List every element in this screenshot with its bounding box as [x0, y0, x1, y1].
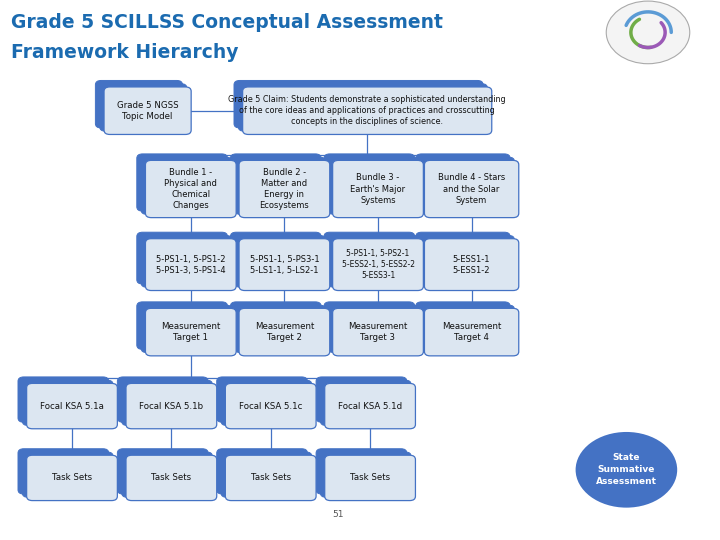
FancyBboxPatch shape: [145, 239, 236, 291]
FancyBboxPatch shape: [333, 239, 423, 291]
FancyBboxPatch shape: [104, 87, 191, 134]
FancyBboxPatch shape: [137, 232, 228, 284]
FancyBboxPatch shape: [141, 157, 232, 214]
FancyBboxPatch shape: [420, 157, 515, 214]
Text: Grade 5 SCILLSS Conceptual Assessment: Grade 5 SCILLSS Conceptual Assessment: [11, 14, 443, 32]
FancyBboxPatch shape: [425, 308, 518, 356]
FancyBboxPatch shape: [217, 449, 307, 494]
FancyBboxPatch shape: [325, 455, 415, 501]
FancyBboxPatch shape: [425, 239, 518, 291]
FancyBboxPatch shape: [126, 455, 217, 501]
FancyBboxPatch shape: [328, 305, 419, 353]
Circle shape: [606, 1, 690, 64]
FancyBboxPatch shape: [235, 305, 325, 353]
FancyBboxPatch shape: [243, 87, 492, 134]
Text: Task Sets: Task Sets: [52, 474, 92, 482]
Text: Bundle 2 -
Matter and
Energy in
Ecosystems: Bundle 2 - Matter and Energy in Ecosyste…: [259, 168, 310, 210]
Text: Focal KSA 5.1c: Focal KSA 5.1c: [239, 402, 302, 410]
FancyBboxPatch shape: [145, 308, 236, 356]
Text: Framework Hierarchy: Framework Hierarchy: [11, 43, 238, 62]
FancyBboxPatch shape: [333, 160, 423, 218]
FancyBboxPatch shape: [225, 455, 316, 501]
FancyBboxPatch shape: [18, 377, 109, 422]
FancyBboxPatch shape: [333, 308, 423, 356]
FancyBboxPatch shape: [137, 302, 228, 349]
Text: 5-ESS1-1
5-ESS1-2: 5-ESS1-1 5-ESS1-2: [453, 254, 490, 275]
FancyBboxPatch shape: [320, 380, 411, 426]
Circle shape: [575, 431, 678, 509]
Text: Focal KSA 5.1b: Focal KSA 5.1b: [139, 402, 204, 410]
FancyBboxPatch shape: [126, 383, 217, 429]
FancyBboxPatch shape: [99, 84, 186, 131]
FancyBboxPatch shape: [425, 160, 518, 218]
FancyBboxPatch shape: [239, 239, 330, 291]
FancyBboxPatch shape: [141, 305, 232, 353]
FancyBboxPatch shape: [416, 302, 510, 349]
FancyBboxPatch shape: [230, 302, 321, 349]
FancyBboxPatch shape: [325, 383, 415, 429]
Text: 5-PS1-1, 5-PS2-1
5-ESS2-1, 5-ESS2-2
5-ESS3-1: 5-PS1-1, 5-PS2-1 5-ESS2-1, 5-ESS2-2 5-ES…: [341, 249, 415, 280]
FancyBboxPatch shape: [324, 302, 415, 349]
FancyBboxPatch shape: [217, 377, 307, 422]
Text: Measurement
Target 2: Measurement Target 2: [255, 322, 314, 342]
FancyBboxPatch shape: [320, 452, 411, 497]
Text: State
Summative
Assessment: State Summative Assessment: [596, 454, 657, 486]
Text: Grade 5 NGSS
Topic Model: Grade 5 NGSS Topic Model: [117, 100, 179, 121]
FancyBboxPatch shape: [234, 80, 483, 128]
FancyBboxPatch shape: [420, 305, 515, 353]
FancyBboxPatch shape: [238, 84, 487, 131]
FancyBboxPatch shape: [316, 377, 407, 422]
Text: Task Sets: Task Sets: [350, 474, 390, 482]
FancyBboxPatch shape: [416, 154, 510, 211]
Text: Task Sets: Task Sets: [251, 474, 291, 482]
FancyBboxPatch shape: [221, 380, 312, 426]
FancyBboxPatch shape: [230, 154, 321, 211]
FancyBboxPatch shape: [122, 380, 212, 426]
FancyBboxPatch shape: [328, 235, 419, 287]
FancyBboxPatch shape: [420, 235, 515, 287]
Text: 51: 51: [333, 510, 344, 518]
Text: Bundle 3 -
Earth's Major
Systems: Bundle 3 - Earth's Major Systems: [351, 173, 405, 205]
FancyBboxPatch shape: [141, 235, 232, 287]
Text: 5-PS1-1, 5-PS1-2
5-PS1-3, 5-PS1-4: 5-PS1-1, 5-PS1-2 5-PS1-3, 5-PS1-4: [156, 254, 225, 275]
FancyBboxPatch shape: [328, 157, 419, 214]
Text: 5-PS1-1, 5-PS3-1
5-LS1-1, 5-LS2-1: 5-PS1-1, 5-PS3-1 5-LS1-1, 5-LS2-1: [250, 254, 319, 275]
FancyBboxPatch shape: [235, 157, 325, 214]
FancyBboxPatch shape: [316, 449, 407, 494]
Text: Bundle 1 -
Physical and
Chemical
Changes: Bundle 1 - Physical and Chemical Changes: [164, 168, 217, 210]
FancyBboxPatch shape: [22, 452, 113, 497]
FancyBboxPatch shape: [18, 449, 109, 494]
FancyBboxPatch shape: [137, 154, 228, 211]
Text: Grade 5 Claim: Students demonstrate a sophisticated understanding
of the core id: Grade 5 Claim: Students demonstrate a so…: [228, 95, 506, 126]
FancyBboxPatch shape: [324, 232, 415, 284]
FancyBboxPatch shape: [22, 380, 113, 426]
Text: Measurement
Target 4: Measurement Target 4: [442, 322, 501, 342]
FancyBboxPatch shape: [95, 80, 182, 128]
FancyBboxPatch shape: [239, 308, 330, 356]
Text: Task Sets: Task Sets: [151, 474, 192, 482]
FancyBboxPatch shape: [27, 383, 117, 429]
FancyBboxPatch shape: [239, 160, 330, 218]
Text: Measurement
Target 3: Measurement Target 3: [348, 322, 408, 342]
FancyBboxPatch shape: [117, 449, 208, 494]
FancyBboxPatch shape: [145, 160, 236, 218]
FancyBboxPatch shape: [117, 377, 208, 422]
FancyBboxPatch shape: [221, 452, 312, 497]
FancyBboxPatch shape: [230, 232, 321, 284]
FancyBboxPatch shape: [235, 235, 325, 287]
FancyBboxPatch shape: [27, 455, 117, 501]
Text: Bundle 4 - Stars
and the Solar
System: Bundle 4 - Stars and the Solar System: [438, 173, 505, 205]
Text: Focal KSA 5.1a: Focal KSA 5.1a: [40, 402, 104, 410]
Text: Measurement
Target 1: Measurement Target 1: [161, 322, 220, 342]
FancyBboxPatch shape: [324, 154, 415, 211]
FancyBboxPatch shape: [122, 452, 212, 497]
FancyBboxPatch shape: [225, 383, 316, 429]
FancyBboxPatch shape: [416, 232, 510, 284]
Text: Focal KSA 5.1d: Focal KSA 5.1d: [338, 402, 402, 410]
